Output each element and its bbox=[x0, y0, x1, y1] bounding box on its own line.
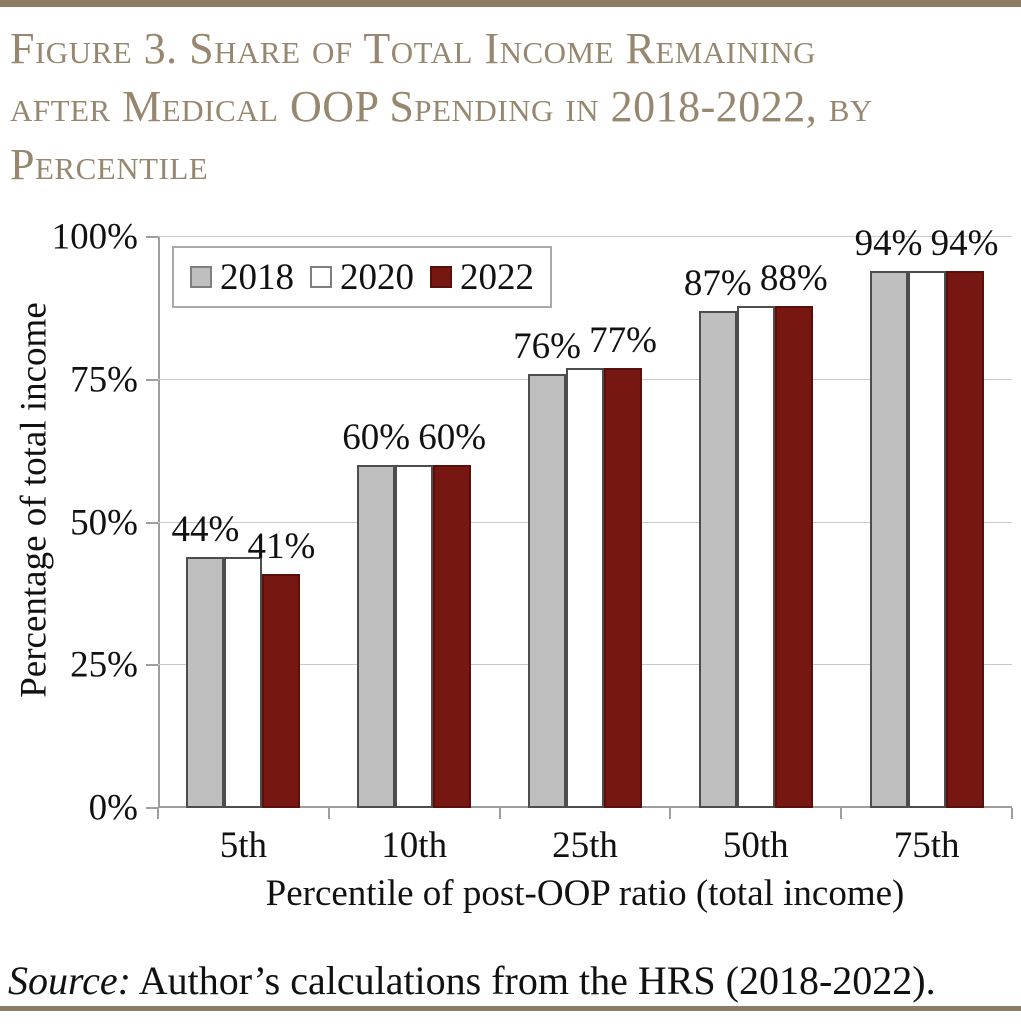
legend-item-2020: 2020 bbox=[310, 256, 414, 299]
figure-title-line-2: after Medical OOP Spending in 2018-2022,… bbox=[10, 82, 873, 131]
x-tick-label-5th: 5th bbox=[219, 825, 268, 866]
bar-2018-25th bbox=[528, 374, 566, 808]
x-tick-mark-4 bbox=[840, 808, 843, 819]
legend-swatch-2018 bbox=[190, 266, 212, 288]
y-tick-mark-50% bbox=[146, 521, 158, 524]
bar-2022-25th bbox=[604, 368, 642, 808]
y-tick-label-25%: 25% bbox=[70, 644, 138, 686]
bar-2022-50th bbox=[774, 305, 813, 808]
source-note-prefix: Source: bbox=[8, 958, 131, 1003]
gridline-100% bbox=[158, 236, 1012, 237]
bar-label-2018-25th: 76% bbox=[513, 326, 581, 368]
bar-2020-25th bbox=[566, 368, 604, 808]
x-tick-mark-5 bbox=[1011, 808, 1013, 819]
legend-label-2018: 2018 bbox=[220, 256, 294, 298]
bar-label-2018-75th: 94% bbox=[854, 223, 923, 265]
bar-label-2018-50th: 87% bbox=[683, 263, 752, 305]
bar-2018-75th bbox=[869, 271, 908, 808]
x-tick-mark-2 bbox=[498, 808, 501, 819]
bar-2022-75th bbox=[945, 271, 984, 808]
legend-label-2020: 2020 bbox=[340, 256, 414, 298]
x-tick-mark-1 bbox=[327, 808, 330, 819]
legend-swatch-2022 bbox=[430, 266, 452, 288]
y-tick-label-100%: 100% bbox=[51, 216, 138, 258]
x-tick-mark-0 bbox=[157, 808, 159, 819]
y-tick-label-50%: 50% bbox=[70, 502, 138, 543]
legend-item-2022: 2022 bbox=[430, 256, 534, 299]
top-divider-rule bbox=[0, 0, 1021, 7]
y-tick-mark-0% bbox=[146, 807, 158, 809]
bar-label-2018-10th: 60% bbox=[342, 417, 411, 459]
legend-label-2022: 2022 bbox=[460, 256, 534, 298]
bar-2020-10th bbox=[395, 465, 434, 808]
x-tick-label-50th: 50th bbox=[722, 825, 789, 866]
bar-label-2022-5th: 41% bbox=[247, 525, 316, 567]
bar-2020-50th bbox=[736, 305, 775, 808]
bar-2018-50th bbox=[698, 311, 737, 808]
y-tick-mark-25% bbox=[146, 664, 158, 667]
y-tick-mark-100% bbox=[146, 236, 158, 238]
bar-2022-10th bbox=[433, 465, 472, 808]
x-tick-label-25th: 25th bbox=[552, 825, 618, 866]
bar-label-2022-10th: 60% bbox=[418, 417, 487, 459]
legend-swatch-2020 bbox=[310, 266, 332, 288]
x-tick-label-10th: 10th bbox=[381, 825, 448, 866]
legend: 2018 2020 2022 bbox=[172, 246, 552, 308]
figure-title: Figure 3. Share of Total Income Remainin… bbox=[10, 20, 990, 194]
source-note: Source: Author’s calculations from the H… bbox=[8, 958, 1008, 1004]
figure-title-line-3: Percentile bbox=[10, 140, 209, 189]
bar-2018-10th bbox=[357, 465, 396, 808]
bar-label-2022-50th: 88% bbox=[759, 257, 828, 299]
bar-label-2022-75th: 94% bbox=[930, 223, 999, 265]
legend-item-2018: 2018 bbox=[190, 256, 294, 299]
bar-2020-5th bbox=[224, 556, 263, 808]
source-note-text: Author’s calculations from the HRS (2018… bbox=[130, 958, 936, 1003]
figure-title-line-1: Figure 3. Share of Total Income Remainin… bbox=[10, 24, 817, 73]
y-tick-label-75%: 75% bbox=[70, 359, 138, 401]
bar-2018-5th bbox=[186, 556, 225, 808]
bar-2022-5th bbox=[262, 573, 301, 808]
y-tick-label-0%: 0% bbox=[88, 787, 138, 829]
bar-label-2022-25th: 77% bbox=[589, 320, 657, 362]
x-tick-mark-3 bbox=[669, 808, 672, 819]
bar-2020-75th bbox=[907, 271, 946, 808]
bottom-divider-rule bbox=[0, 1006, 1021, 1011]
x-tick-label-75th: 75th bbox=[893, 825, 960, 866]
y-tick-mark-75% bbox=[146, 378, 158, 381]
bar-label-2018-5th: 44% bbox=[171, 508, 240, 550]
x-axis-title: Percentile of post-OOP ratio (total inco… bbox=[265, 873, 905, 914]
